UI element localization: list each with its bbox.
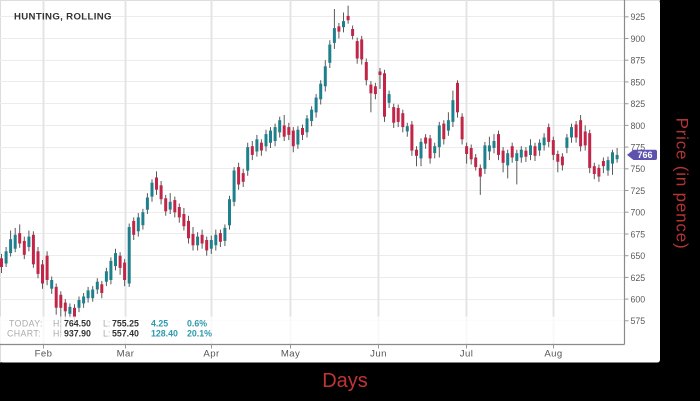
svg-text:775: 775 [631,143,646,153]
svg-text:650: 650 [631,251,646,261]
svg-text:Apr: Apr [203,349,220,360]
svg-text:L:: L: [103,328,110,338]
svg-text:925: 925 [631,12,646,22]
svg-text:750: 750 [631,164,646,174]
svg-text:825: 825 [631,99,646,109]
svg-text:Mar: Mar [117,349,135,360]
svg-text:766: 766 [637,150,652,160]
svg-text:128.40: 128.40 [151,328,178,338]
svg-text:20.1%: 20.1% [187,328,212,338]
svg-text:CHART:: CHART: [7,328,41,338]
svg-text:Jul: Jul [460,349,473,360]
svg-text:Feb: Feb [35,349,53,360]
svg-text:850: 850 [631,77,646,87]
svg-text:575: 575 [631,316,646,326]
svg-text:Days: Days [322,370,368,392]
svg-text:L:: L: [103,319,110,329]
svg-text:Jun: Jun [370,349,387,360]
svg-text:557.40: 557.40 [112,328,139,338]
svg-text:625: 625 [631,273,646,283]
svg-text:4.25: 4.25 [151,319,168,329]
svg-text:900: 900 [631,34,646,44]
svg-text:875: 875 [631,56,646,66]
svg-text:Price (in pence): Price (in pence) [673,118,692,250]
svg-text:TODAY:: TODAY: [9,319,43,329]
svg-text:725: 725 [631,186,646,196]
svg-text:HUNTING, ROLLING: HUNTING, ROLLING [14,12,112,23]
svg-text:May: May [281,349,300,360]
svg-text:764.50: 764.50 [64,319,91,329]
svg-text:800: 800 [631,121,646,131]
svg-text:H:: H: [53,319,62,329]
svg-text:675: 675 [631,229,646,239]
svg-text:700: 700 [631,208,646,218]
svg-text:Aug: Aug [544,349,562,360]
svg-text:600: 600 [631,295,646,305]
svg-text:0.6%: 0.6% [187,319,207,329]
svg-text:937.90: 937.90 [64,328,91,338]
svg-text:H:: H: [53,328,62,338]
svg-text:755.25: 755.25 [112,319,139,329]
